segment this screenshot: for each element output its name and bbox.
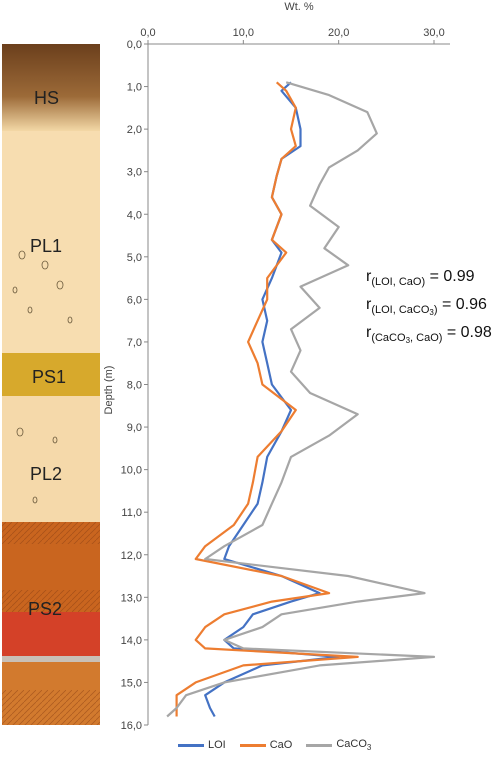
plot-axes: Wt. % Depth (m) 0,0 10,0 20,0 30,0 0,0 1,0 2,… [103,1,450,732]
x-tick-label: 20,0 [328,27,349,39]
unit-hs [2,44,100,131]
y-tick-label: 11,0 [121,507,142,519]
legend-item-loi: LOI [178,739,226,751]
unit-label-pl1: PL1 [30,236,62,256]
unit-pl1 [2,131,100,353]
y-tick-label: 4,0 [127,209,142,221]
legend-label: CaCO3 [336,738,372,753]
legend-item-caco: CaCO3 [306,738,371,752]
legend-label: CaO [269,739,293,752]
y-tick-label: 3,0 [127,167,142,179]
x-tick-label: 10,0 [233,27,254,39]
correlation-2: r(LOI, CaCO3) = 0.96 [366,296,487,318]
y-tick-label: 2,0 [127,124,142,136]
y-axis-title: Depth (m) [103,366,115,415]
y-tick-label: 15,0 [121,677,142,689]
unit-label-pl2: PL2 [30,464,62,484]
y-tick-label: 6,0 [127,294,142,306]
y-tick-label: 5,0 [127,252,142,264]
x-tick-label: 30,0 [423,27,444,39]
unit-pl2 [2,396,100,522]
y-ticks: 0,0 1,0 2,0 3,0 4,0 5,0 6,0 7,0 8,0 9,0 10,0 11,0 12… [121,39,148,732]
correlation-1: r(LOI, CaO) = 0.99 [366,268,475,289]
y-tick-label: 7,0 [127,337,142,349]
y-tick-label: 0,0 [127,39,142,51]
unit-label-hs: HS [34,88,59,108]
hatch-overlay-2 [2,590,100,612]
y-tick-label: 10,0 [121,465,142,477]
y-tick-label: 8,0 [127,380,142,392]
unit-ps1 [2,353,100,396]
legend-label: LOI [208,739,226,752]
correlation-3: r(CaCO3, CaO) = 0.98 [366,324,492,346]
y-tick-label: 13,0 [121,592,142,604]
x-tick-label: 0,0 [140,27,155,39]
hatch-overlay-3 [2,690,100,725]
unit-ps2-grey [2,656,100,662]
stratigraphic-column: HS PL1 PS1 PL2 PS2 [2,44,100,725]
x-axis-title: Wt. % [284,1,314,13]
legend-swatch [178,743,204,747]
legend-item-cao: CaO [239,739,293,752]
unit-label-ps2: PS2 [28,599,62,619]
unit-ps2-red [2,612,100,658]
y-tick-label: 12,0 [121,550,142,562]
x-ticks: 0,0 10,0 20,0 30,0 [140,27,445,44]
legend-swatch [239,743,266,747]
y-tick-label: 1,0 [127,82,142,94]
y-tick-label: 9,0 [127,422,142,434]
hatch-overlay-1 [2,522,100,544]
series-lines [166,81,436,718]
unit-labels: HS PL1 PS1 PL2 PS2 [28,88,66,619]
legend-swatch [306,743,333,747]
clast-symbols [12,250,73,504]
y-tick-label: 14,0 [121,635,142,647]
unit-label-ps1: PS1 [32,367,66,387]
y-tick-label: 16,0 [121,720,142,732]
legend: LOI CaO CaCO3 [178,738,371,752]
series-caco3-line [166,81,436,718]
series-cao-line [175,81,359,717]
